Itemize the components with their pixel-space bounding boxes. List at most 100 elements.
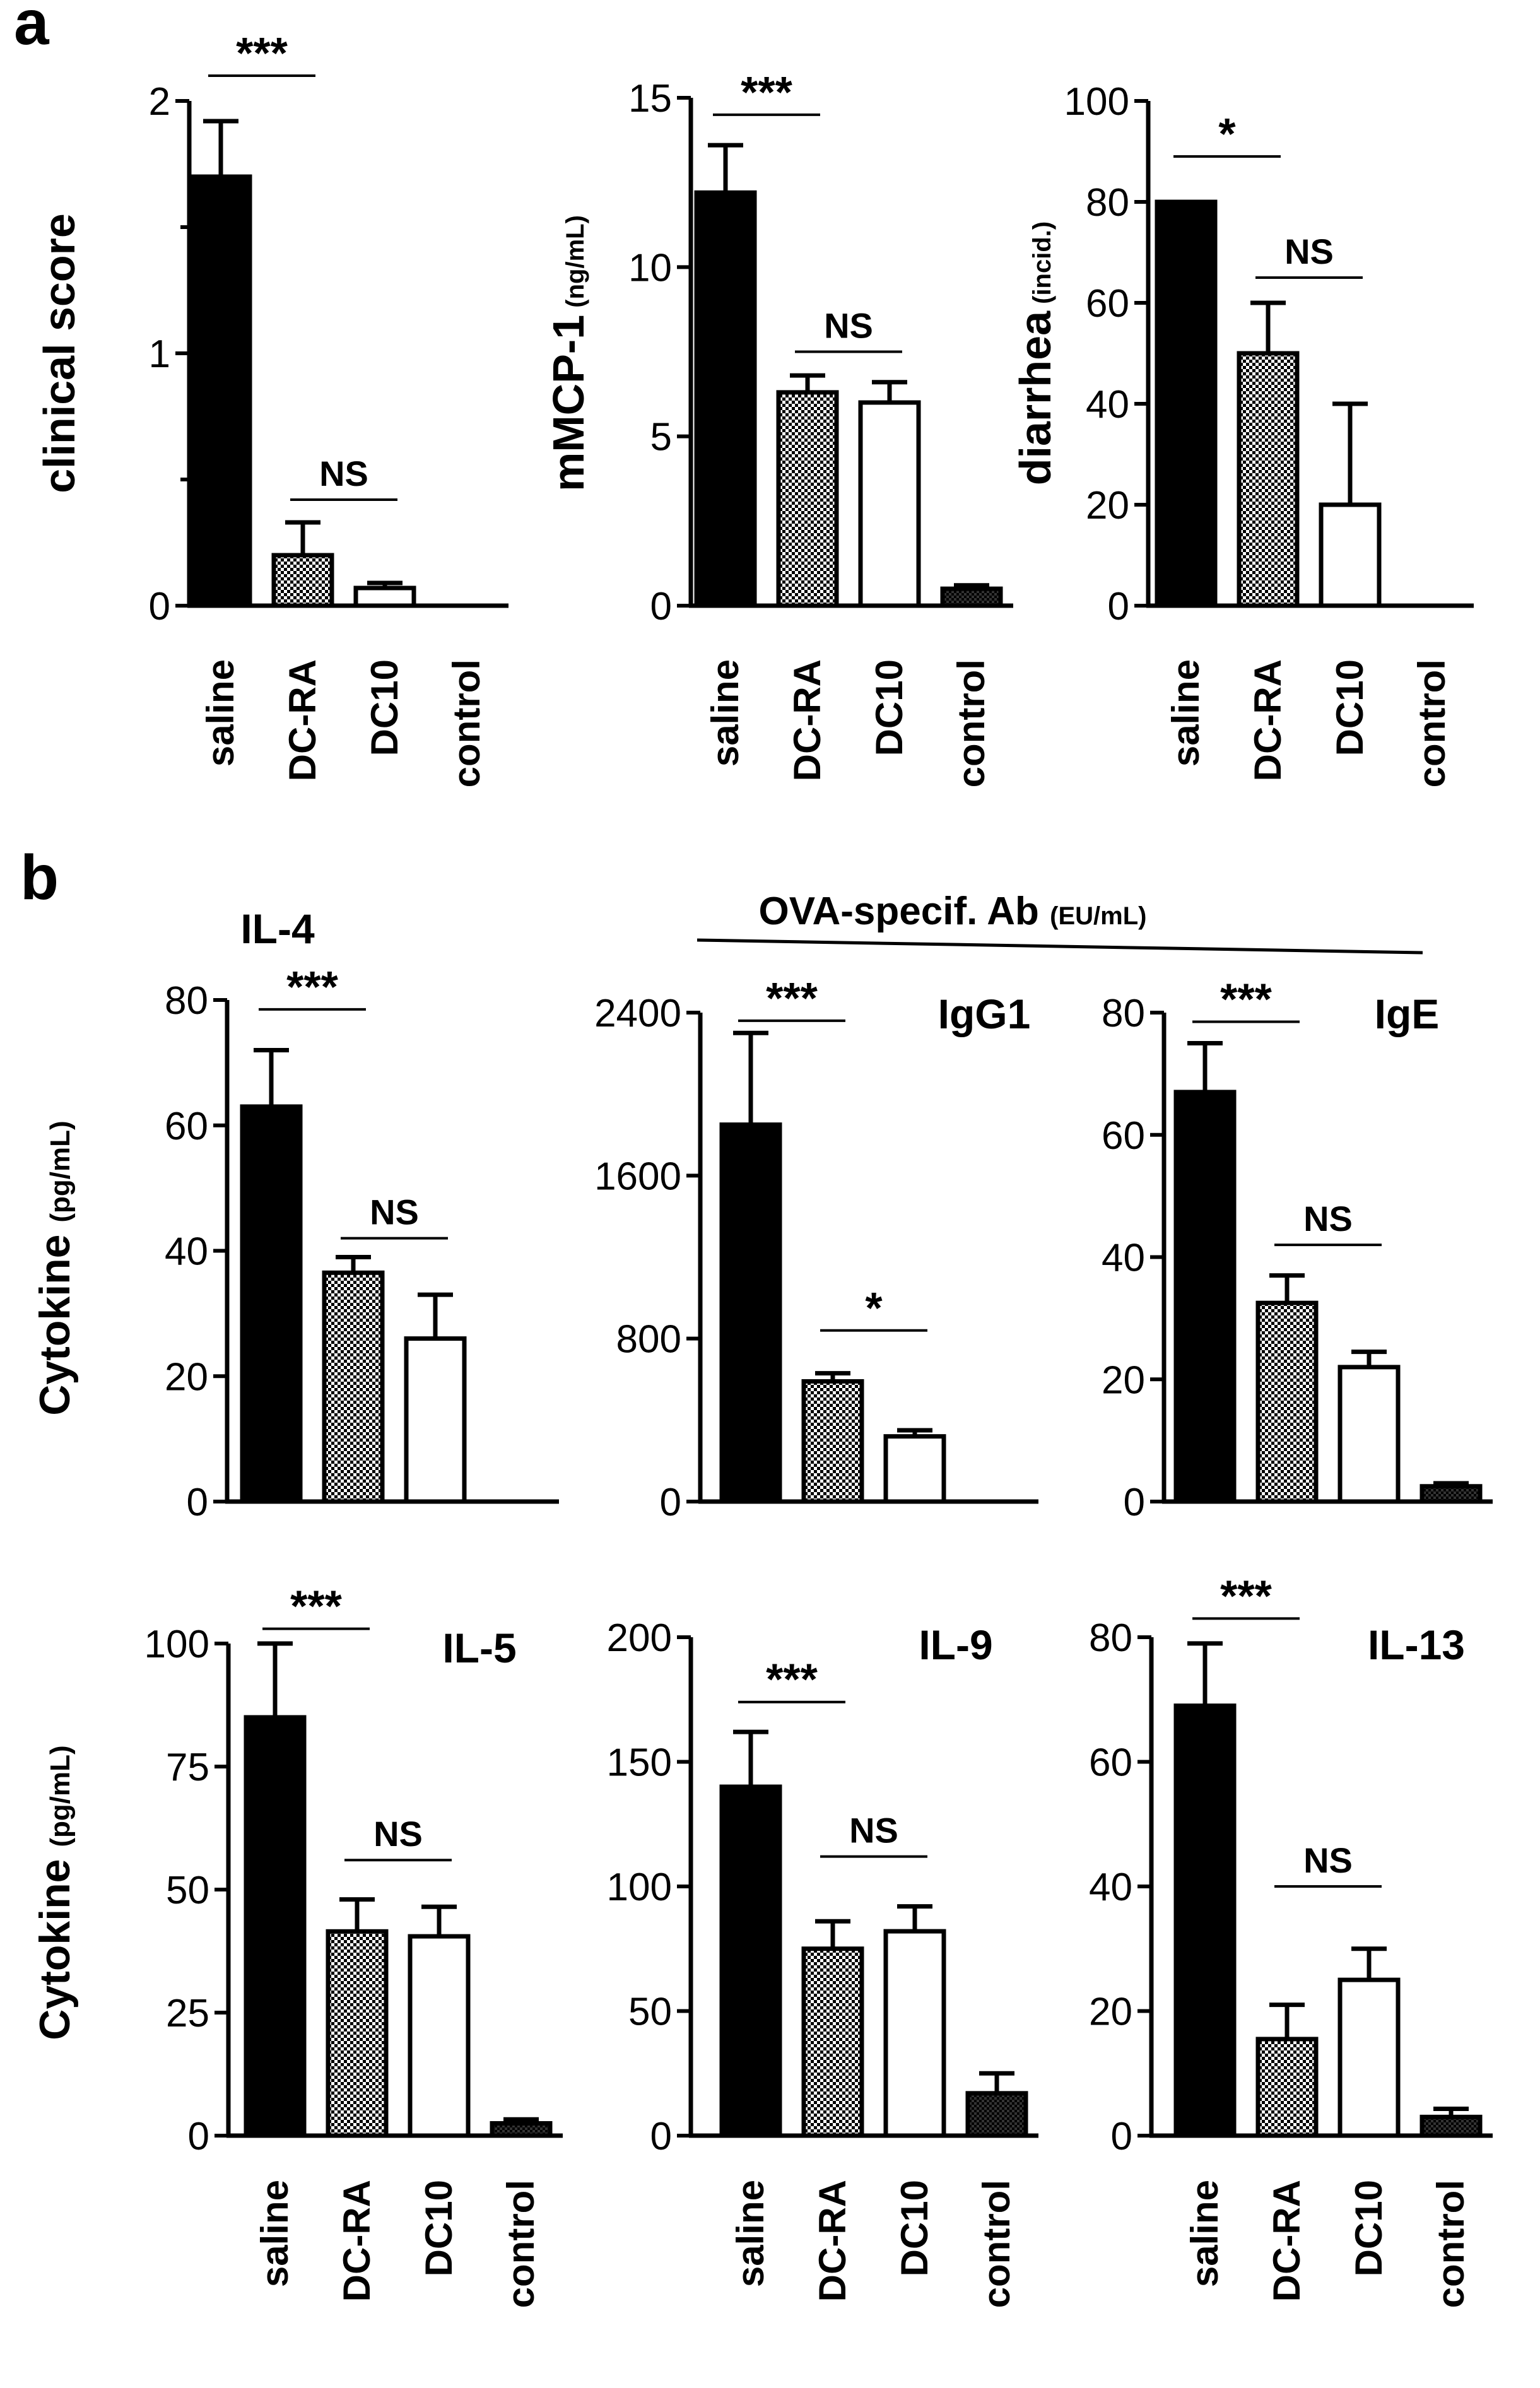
significance-label: NS	[370, 1192, 419, 1232]
chart-title: IL-13	[1368, 1621, 1465, 1668]
chart-mmcp1: 0 5 10 15 saline DC-RA DC10 control *** NS mMCP-1 …	[544, 68, 1013, 787]
significance-label: NS	[824, 306, 873, 346]
bar-saline	[694, 190, 757, 608]
significance-label: ***	[286, 962, 338, 1011]
y-tick-label: 80	[1102, 992, 1145, 1035]
bar-dc10	[1337, 1977, 1401, 2138]
bar-saline	[719, 1122, 782, 1504]
category-label: saline	[704, 659, 746, 767]
y-tick-label: 40	[1086, 383, 1129, 426]
bar-dc10	[353, 585, 416, 608]
significance-label: ***	[741, 68, 792, 117]
category-label: DC-RA	[336, 2180, 378, 2302]
bar-control	[1420, 1484, 1483, 1504]
y-tick-label: 2400	[594, 992, 681, 1035]
y-tick-label: 25	[166, 1992, 209, 2035]
cytokine-ylabel-main: Cytokine	[31, 1859, 79, 2040]
y-tick-label: 0	[1111, 2115, 1132, 2158]
bar-dc10	[1319, 502, 1382, 608]
y-tick-label: 20	[1089, 1991, 1132, 2034]
bar-dc10	[404, 1336, 467, 1504]
y-tick-label: 60	[1102, 1114, 1145, 1158]
y-axis-label: diarrhea (incid.)	[1011, 221, 1060, 485]
significance-label: *	[1218, 109, 1236, 158]
bar-control	[965, 2091, 1028, 2138]
y-tick-label: 150	[607, 1741, 672, 1785]
panel-a-letter: a	[14, 0, 50, 58]
bar-dc-ra	[801, 1946, 864, 2138]
ova-header-line	[697, 938, 1423, 955]
category-label: DC-RA	[786, 659, 828, 781]
y-tick-label: 50	[628, 1991, 672, 2034]
y-axis-label-unit: (ng/mL)	[561, 215, 589, 315]
y-tick-label: 40	[1102, 1237, 1145, 1280]
y-axis-label: mMCP-1 (ng/mL)	[544, 215, 593, 491]
y-axis-label-main: diarrhea	[1011, 310, 1060, 485]
chart-clinical: 0 1 2 saline DC-RA DC10 control *** NS clinical s…	[35, 28, 508, 787]
bar-control	[490, 2121, 553, 2138]
category-label: control	[1411, 659, 1453, 787]
y-tick-label: 0	[187, 1481, 208, 1524]
y-tick-label: 80	[1086, 181, 1129, 225]
category-label: DC10	[893, 2180, 936, 2276]
y-tick-label: 100	[144, 1623, 209, 1666]
bar-dc10	[883, 1929, 946, 2138]
svg-text:Cytokine (pg/mL): Cytokine (pg/mL)	[31, 1745, 79, 2040]
chart-title: IL-5	[442, 1625, 516, 1671]
cytokine-ylabel-unit: (pg/mL)	[45, 1120, 76, 1222]
category-label: control	[445, 659, 488, 787]
chart-il9: 0 50 100 150 200 saline DC-RA DC10 control *** NS I…	[607, 1616, 1038, 2308]
bar-saline	[189, 174, 252, 608]
y-tick-label: 60	[165, 1105, 208, 1148]
category-label: saline	[729, 2180, 772, 2287]
ova-header: OVA-specif. Ab (EU/mL)	[697, 890, 1423, 955]
category-label: saline	[254, 2180, 296, 2287]
y-tick-label: 20	[1102, 1358, 1145, 1402]
y-tick-label: 80	[1089, 1616, 1132, 1660]
bar-dc-ra	[271, 553, 334, 608]
y-tick-label: 15	[628, 77, 672, 121]
significance-label: NS	[319, 454, 368, 493]
category-label: DC-RA	[281, 659, 324, 781]
significance-label: ***	[236, 28, 288, 78]
y-tick-label: 5	[650, 416, 672, 459]
significance-label: ***	[1220, 1571, 1272, 1620]
category-label: DC10	[868, 659, 910, 756]
category-label: saline	[1184, 2180, 1226, 2287]
y-tick-label: 1	[149, 332, 170, 376]
significance-label: ***	[766, 1655, 818, 1704]
bar-dc-ra	[1255, 2037, 1319, 2138]
bar-dc10	[408, 1934, 471, 2138]
chart-il13: 0 20 40 60 80 saline DC-RA DC10 control *** NS IL-1…	[1089, 1571, 1493, 2308]
category-label: DC10	[1348, 2180, 1390, 2276]
y-tick-label: 80	[165, 979, 208, 1023]
y-axis-label-unit: (incid.)	[1028, 221, 1056, 311]
bar-dc-ra	[1255, 1300, 1319, 1504]
chart-title: IL-9	[919, 1621, 992, 1668]
y-tick-label: 20	[1086, 484, 1129, 527]
y-tick-label: 2	[149, 80, 170, 124]
chart-title: IL-4	[240, 905, 315, 952]
significance-label: ***	[766, 973, 818, 1023]
category-label: control	[1430, 2180, 1472, 2308]
y-tick-label: 0	[650, 585, 672, 628]
bar-dc-ra	[322, 1270, 385, 1504]
y-tick-label: 0	[1124, 1481, 1145, 1524]
y-tick-label: 75	[166, 1746, 209, 1789]
y-tick-label: 800	[616, 1318, 681, 1362]
y-tick-label: 0	[650, 2115, 672, 2158]
y-tick-label: 100	[1064, 80, 1129, 124]
y-tick-label: 200	[607, 1616, 672, 1660]
cytokine-ylabel-bottom: Cytokine (pg/mL)	[31, 1745, 79, 2040]
y-tick-label: 0	[149, 585, 170, 628]
bar-dc-ra	[776, 390, 839, 608]
chart-title: IgE	[1375, 991, 1440, 1037]
y-tick-label: 0	[660, 1481, 681, 1524]
category-label: control	[950, 659, 992, 787]
category-label: control	[975, 2180, 1018, 2308]
category-label: saline	[199, 659, 242, 767]
cytokine-ylabel-main: Cytokine	[31, 1235, 79, 1416]
significance-label: NS	[1303, 1840, 1353, 1880]
significance-label: NS	[849, 1811, 898, 1850]
bar-saline	[240, 1104, 303, 1504]
